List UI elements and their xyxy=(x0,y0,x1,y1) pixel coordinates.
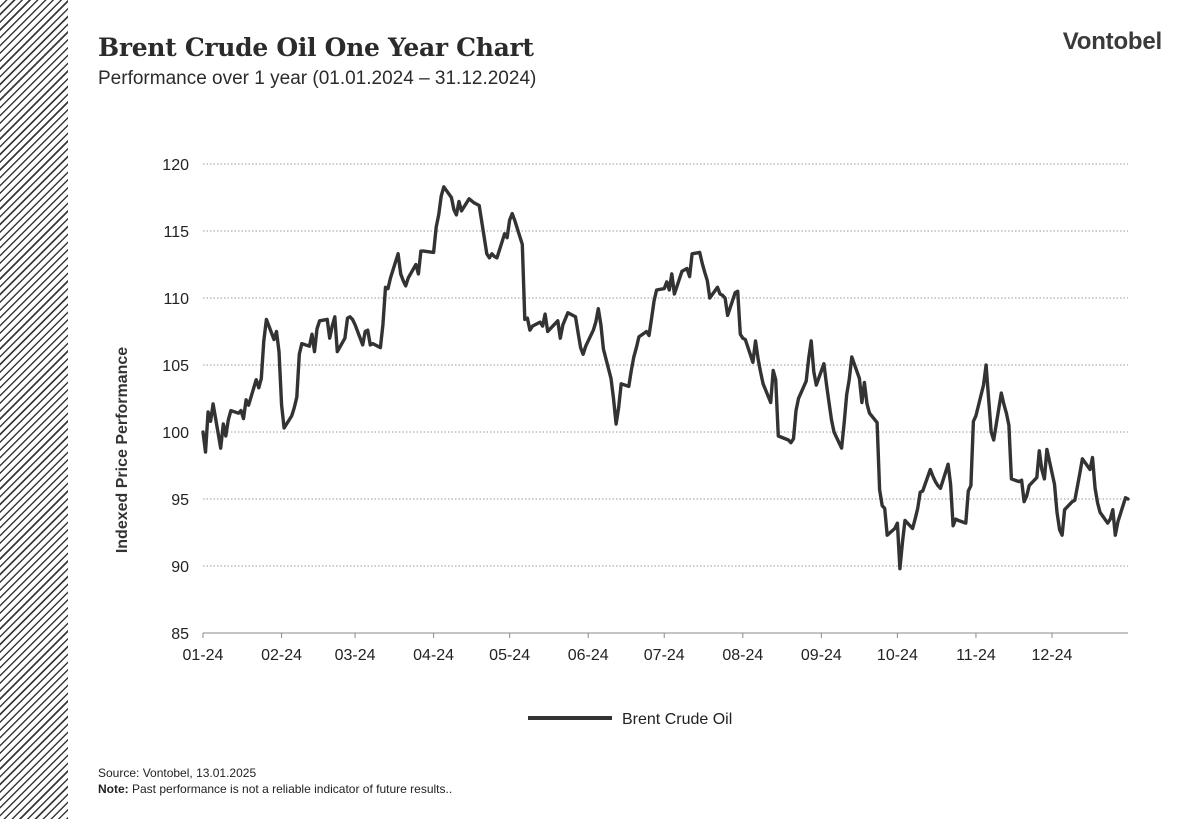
footer: Source: Vontobel, 13.01.2025 Note: Past … xyxy=(98,765,452,797)
y-axis-label: Indexed Price Performance xyxy=(114,347,131,553)
brand-logo: Vontobel xyxy=(1062,28,1162,55)
x-tick-label: 06-24 xyxy=(568,647,609,664)
page-title: Brent Crude Oil One Year Chart xyxy=(98,33,534,62)
source-note: Source: Vontobel, 13.01.2025 xyxy=(98,766,257,780)
x-tick-label: 07-24 xyxy=(644,647,685,664)
x-tick-label: 02-24 xyxy=(261,647,302,664)
note-label: Note: xyxy=(98,782,129,796)
y-tick-label: 85 xyxy=(171,626,189,643)
y-tick-label: 115 xyxy=(163,224,189,241)
x-tick-label: 09-24 xyxy=(801,647,842,664)
legend-label-brent: Brent Crude Oil xyxy=(622,711,732,728)
grid-lines xyxy=(203,163,1128,567)
x-tick-label: 05-24 xyxy=(489,647,530,664)
y-tick-label: 110 xyxy=(163,291,189,308)
x-tick-label: 10-24 xyxy=(877,647,918,664)
y-tick-label: 95 xyxy=(171,492,189,509)
x-tick-label: 12-24 xyxy=(1032,647,1073,664)
y-tick-label: 100 xyxy=(162,425,189,442)
note-text: Past performance is not a reliable indic… xyxy=(128,782,453,796)
x-tick-label: 01-24 xyxy=(183,647,224,664)
x-tick-label: 11-24 xyxy=(956,647,996,664)
series-line-brent-crude-oil xyxy=(201,185,1130,571)
page-subtitle: Performance over 1 year (01.01.2024 – 31… xyxy=(98,68,537,89)
series-group xyxy=(201,185,1130,571)
y-tick-label: 90 xyxy=(171,559,189,576)
y-axis-ticks: 85 90 95 100 105 110 115 120 xyxy=(162,157,189,643)
x-tick-label: 08-24 xyxy=(722,647,763,664)
x-tick-label: 04-24 xyxy=(413,647,454,664)
y-tick-label: 120 xyxy=(162,157,189,174)
x-tick-label: 03-24 xyxy=(335,647,376,664)
disclaimer: Note: Past performance is not a reliable… xyxy=(98,781,452,797)
legend: Brent Crude Oil xyxy=(528,711,732,728)
y-tick-label: 105 xyxy=(162,358,189,375)
decorative-stripe xyxy=(0,0,68,819)
x-axis-ticks: 01-24 02-24 03-24 04-24 05-24 06-24 07-24 08-24… xyxy=(183,633,1073,664)
